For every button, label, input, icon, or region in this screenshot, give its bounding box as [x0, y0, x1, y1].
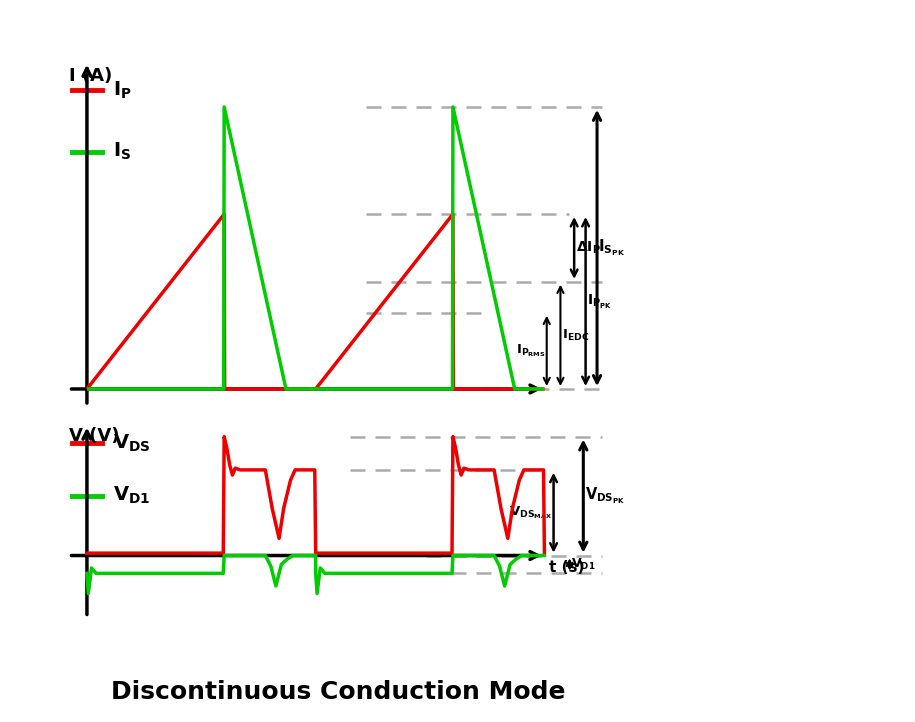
Text: t (s): t (s)	[549, 560, 585, 575]
Text: $\mathbf{I_S}$: $\mathbf{I_S}$	[113, 141, 132, 162]
Text: $\mathbf{I_{P_{PK}}}$: $\mathbf{I_{P_{PK}}}$	[587, 292, 612, 310]
Text: $\mathbf{V_{DS_{PK}}}$: $\mathbf{V_{DS_{PK}}}$	[585, 486, 625, 506]
Text: V (V): V (V)	[69, 427, 119, 445]
Text: $\mathbf{I_{EDC}}$: $\mathbf{I_{EDC}}$	[562, 328, 589, 343]
Text: $\mathbf{V_{DS_{MAX}}}$: $\mathbf{V_{DS_{MAX}}}$	[509, 505, 553, 521]
Text: Discontinuous Conduction Mode: Discontinuous Conduction Mode	[112, 680, 565, 704]
Text: $\mathbf{V_{D1}}$: $\mathbf{V_{D1}}$	[571, 557, 596, 572]
Text: $\mathbf{I_{P_{RMS}}}$: $\mathbf{I_{P_{RMS}}}$	[516, 343, 545, 359]
Text: $\mathbf{I_P}$: $\mathbf{I_P}$	[113, 79, 133, 101]
Text: I (A): I (A)	[69, 67, 112, 85]
Text: $\mathbf{I_{S_{PK}}}$: $\mathbf{I_{S_{PK}}}$	[598, 238, 626, 258]
Text: $\mathbf{V_{D1}}$: $\mathbf{V_{D1}}$	[113, 485, 151, 506]
Text: $\mathbf{\Delta I_P}$: $\mathbf{\Delta I_P}$	[576, 240, 600, 256]
Text: $\mathbf{V_{DS}}$: $\mathbf{V_{DS}}$	[113, 432, 151, 453]
